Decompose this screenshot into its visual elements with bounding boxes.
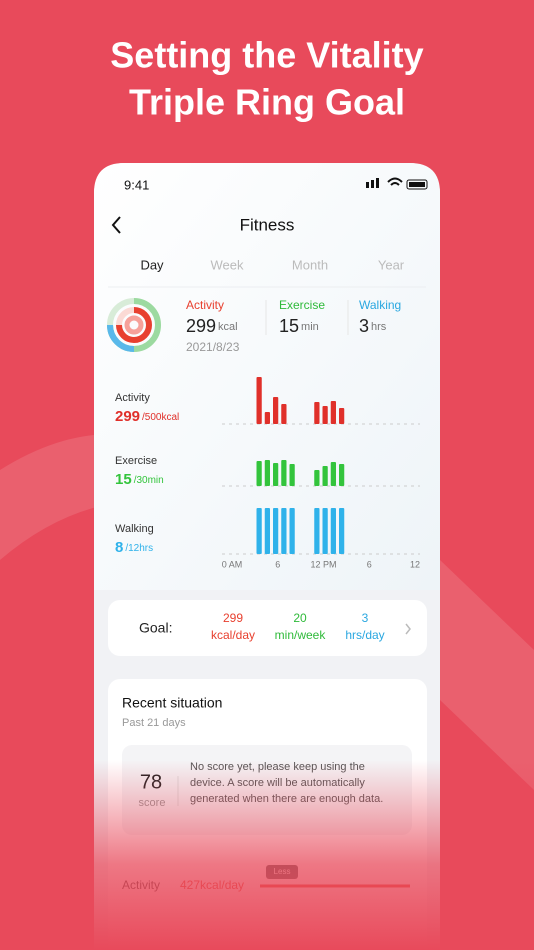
chart-value-unit: /30min xyxy=(134,475,164,486)
goal-value: 20 xyxy=(293,611,307,625)
recent-subtitle: Past 21 days xyxy=(122,717,186,729)
bar xyxy=(281,508,287,554)
chart-value-value: 8 xyxy=(115,539,123,556)
wifi-icon xyxy=(387,177,403,186)
nav-title: Fitness xyxy=(240,215,295,234)
tab[interactable]: Day xyxy=(140,257,164,272)
bar xyxy=(273,508,279,554)
metric-label: Activity xyxy=(186,298,224,312)
status-time: 9:41 xyxy=(124,177,149,192)
ring xyxy=(116,307,152,343)
x-tick-label: 12 PM xyxy=(310,559,336,569)
bar xyxy=(339,508,345,554)
goal-unit: min/week xyxy=(275,628,327,642)
goal-card[interactable] xyxy=(108,600,427,656)
goal-value: 3 xyxy=(362,611,369,625)
fade xyxy=(0,760,534,950)
chart-value-unit: /12hrs xyxy=(125,543,153,554)
ring xyxy=(124,315,144,335)
back-button[interactable] xyxy=(111,216,121,234)
metric-value: 15 xyxy=(279,316,299,336)
goal-unit: kcal/day xyxy=(211,628,255,642)
chart-value: 299/500kcal xyxy=(115,408,179,425)
chart-label: Exercise xyxy=(115,455,157,467)
metric-value: 299 xyxy=(186,316,216,336)
chart-label: Activity xyxy=(115,392,150,404)
tab[interactable]: Month xyxy=(292,257,328,272)
ring xyxy=(107,324,135,352)
phone-top xyxy=(94,163,440,590)
metric-value: 3 xyxy=(359,316,369,336)
bar xyxy=(264,412,270,424)
chart-value-unit: /500kcal xyxy=(142,412,179,423)
decor xyxy=(440,560,534,790)
bar xyxy=(330,462,336,486)
bar xyxy=(322,406,328,424)
chart-value: 8/12hrs xyxy=(115,539,153,556)
bar xyxy=(264,508,270,554)
bar xyxy=(281,404,287,424)
bar xyxy=(256,508,262,554)
x-tick-label: 0 AM xyxy=(222,559,243,569)
bar xyxy=(314,470,320,486)
x-tick-label: 6 xyxy=(275,559,280,569)
chart-value-value: 15 xyxy=(115,471,132,488)
bar xyxy=(264,460,270,486)
bar xyxy=(256,377,262,424)
bar xyxy=(339,408,345,424)
recent-title: Recent situation xyxy=(122,695,222,711)
bar xyxy=(322,466,328,486)
headline: Setting the Vitality xyxy=(110,35,423,76)
chevron xyxy=(405,623,411,635)
tab[interactable]: Week xyxy=(211,257,244,272)
metric-unit: hrs xyxy=(371,321,387,333)
x-tick-label: 12 xyxy=(410,559,420,569)
chart-value-value: 299 xyxy=(115,408,140,425)
goal-unit: hrs/day xyxy=(345,628,384,642)
metric-label: Exercise xyxy=(279,298,325,312)
metric: 15 min xyxy=(279,316,319,336)
metric-unit: kcal xyxy=(218,321,238,333)
goal-value: 299 xyxy=(223,611,243,625)
tab[interactable]: Year xyxy=(378,257,405,272)
x-tick-label: 6 xyxy=(367,559,372,569)
bar xyxy=(256,461,262,486)
chart-label: Walking xyxy=(115,523,154,535)
signal-icon xyxy=(366,182,369,188)
bar xyxy=(289,508,295,554)
bar xyxy=(289,464,295,486)
metric-label: Walking xyxy=(359,298,401,312)
bar xyxy=(314,402,320,424)
signal-icon xyxy=(376,178,379,188)
goal-label: Goal: xyxy=(139,620,172,636)
bar xyxy=(314,508,320,554)
signal-icon xyxy=(371,180,374,188)
bar xyxy=(330,508,336,554)
bar xyxy=(273,463,279,486)
headline: Triple Ring Goal xyxy=(129,82,405,123)
bar xyxy=(339,464,345,486)
bar xyxy=(322,508,328,554)
bar xyxy=(281,460,287,486)
chart-value: 15/30min xyxy=(115,471,164,488)
battery-icon xyxy=(406,179,428,190)
metric-unit: min xyxy=(301,321,319,333)
metric: 299 kcal xyxy=(186,316,238,336)
date: 2021/8/23 xyxy=(186,340,240,354)
bar xyxy=(330,401,336,424)
bar xyxy=(273,397,279,424)
metric: 3 hrs xyxy=(359,316,387,336)
battery-icon xyxy=(409,182,425,187)
